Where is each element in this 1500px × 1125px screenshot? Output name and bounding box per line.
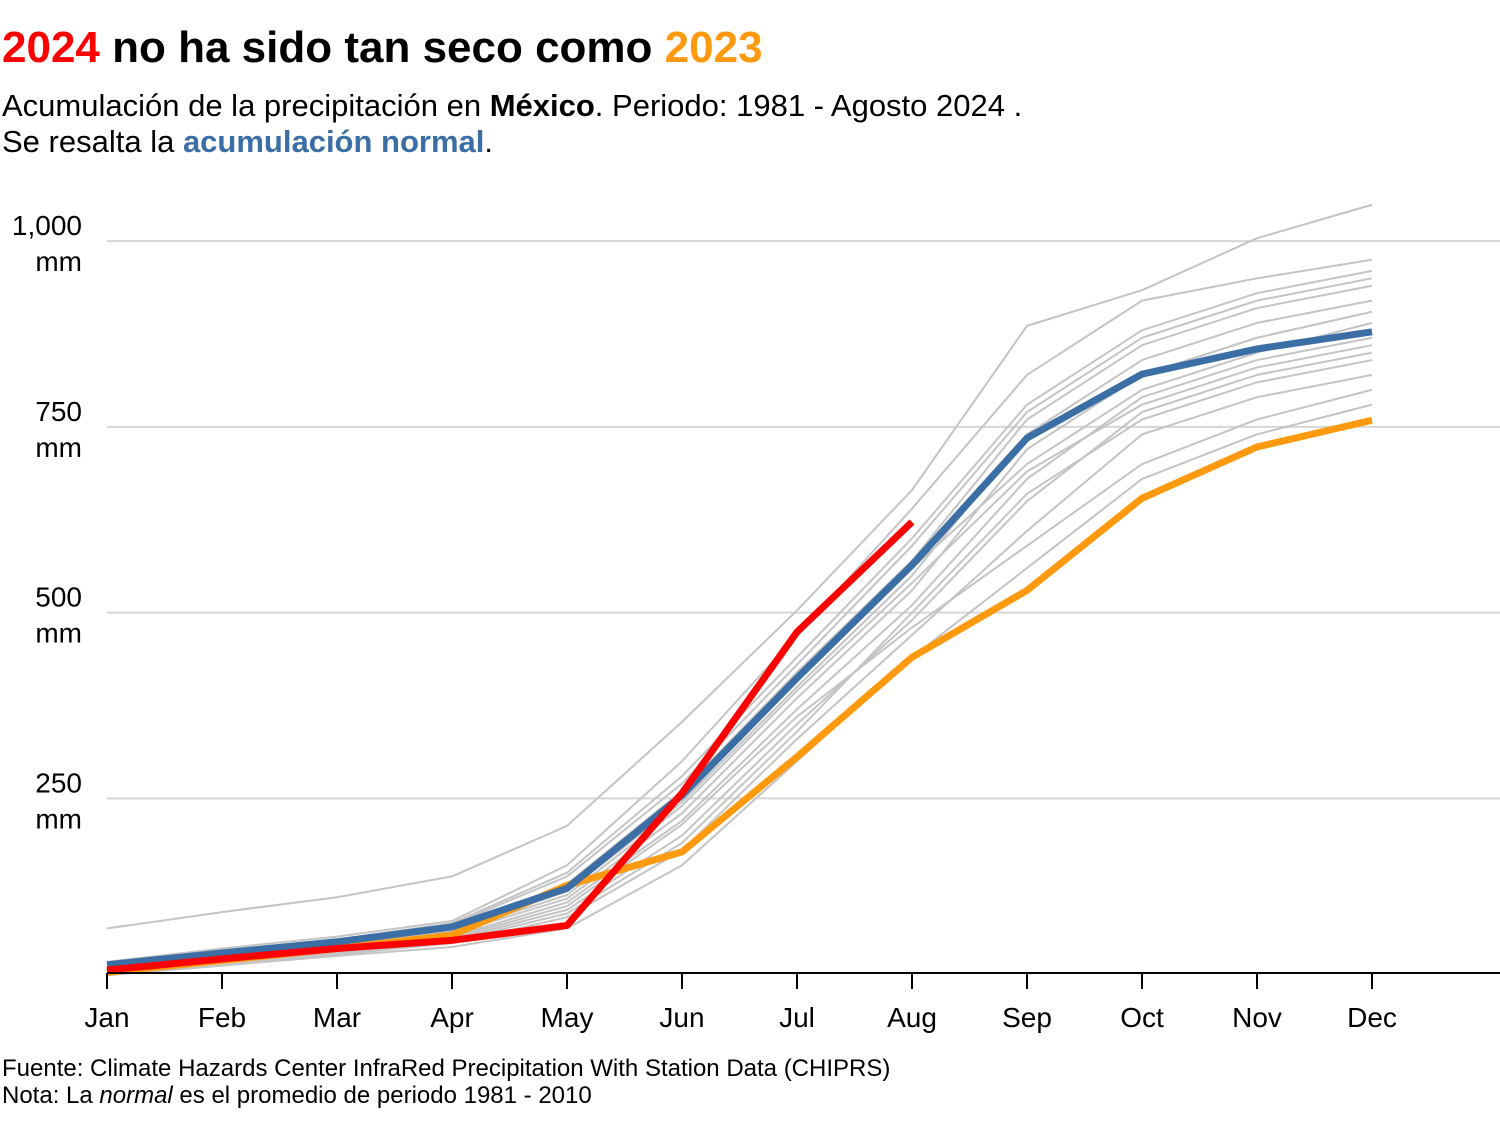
y-tick-label: 1,000 mm (12, 210, 82, 277)
lines (106, 203, 1373, 977)
title-part: 2023 (665, 23, 763, 72)
subtitle-part: Acumulación de la precipitación en (2, 88, 490, 123)
note: Nota: La normal es el promedio de period… (2, 1082, 592, 1109)
note-part: normal (99, 1082, 173, 1109)
x-tick-label: Apr (430, 1002, 474, 1033)
x-tick-label: Dec (1347, 1002, 1397, 1033)
history-line (106, 203, 1373, 930)
history-line (106, 321, 1373, 968)
history-line (106, 359, 1373, 974)
title-part: no ha sido tan seco como (100, 23, 665, 72)
subtitle-part: . Periodo: 1981 - Agosto 2024 . (595, 88, 1022, 123)
title-part: 2024 (2, 23, 100, 72)
highlight-line (106, 328, 1373, 969)
history-line (106, 351, 1373, 974)
history-line (106, 277, 1373, 966)
history-line (106, 299, 1373, 969)
x-tick-label: Sep (1002, 1002, 1052, 1033)
highlight-line (106, 519, 915, 974)
x-tick-label: Aug (887, 1002, 937, 1033)
x-tick-label: Feb (198, 1002, 246, 1033)
y-tick-label: 750 mm (35, 396, 82, 463)
subtitle-part: Se resalta la (2, 124, 183, 159)
subtitle: Se resalta la acumulación normal. (2, 124, 493, 159)
subtitle-part: México (490, 88, 595, 123)
x-tick-label: Jul (779, 1002, 815, 1033)
x-tick-label: Oct (1120, 1002, 1164, 1033)
x-tick-label: Nov (1232, 1002, 1282, 1033)
history-line (106, 310, 1373, 971)
history-line (106, 403, 1373, 977)
history-line (106, 344, 1373, 971)
x-tick-label: Jun (659, 1002, 704, 1033)
chart-title: 2024 no ha sido tan seco como 2023 (2, 23, 763, 72)
y-tick-label: 500 mm (35, 582, 82, 649)
y-tick-label: 250 mm (35, 767, 82, 834)
note-part: Nota: La (2, 1082, 99, 1109)
x-tick-label: Jan (84, 1002, 129, 1033)
subtitle-part: acumulación normal (183, 124, 484, 159)
subtitle: Acumulación de la precipitación en Méxic… (2, 88, 1022, 123)
history-line (106, 284, 1373, 967)
history-line (106, 269, 1373, 965)
grid (107, 240, 1500, 800)
subtitle-part: . (484, 124, 493, 159)
x-tick-label: Mar (313, 1002, 361, 1033)
history-line (106, 373, 1373, 975)
x-tick-label: May (541, 1002, 594, 1033)
note-part: es el promedio de periodo 1981 - 2010 (173, 1082, 592, 1109)
source: Fuente: Climate Hazards Center InfraRed … (2, 1055, 890, 1082)
history-line (106, 258, 1373, 963)
highlight-line (106, 416, 1373, 976)
history-line (106, 336, 1373, 972)
